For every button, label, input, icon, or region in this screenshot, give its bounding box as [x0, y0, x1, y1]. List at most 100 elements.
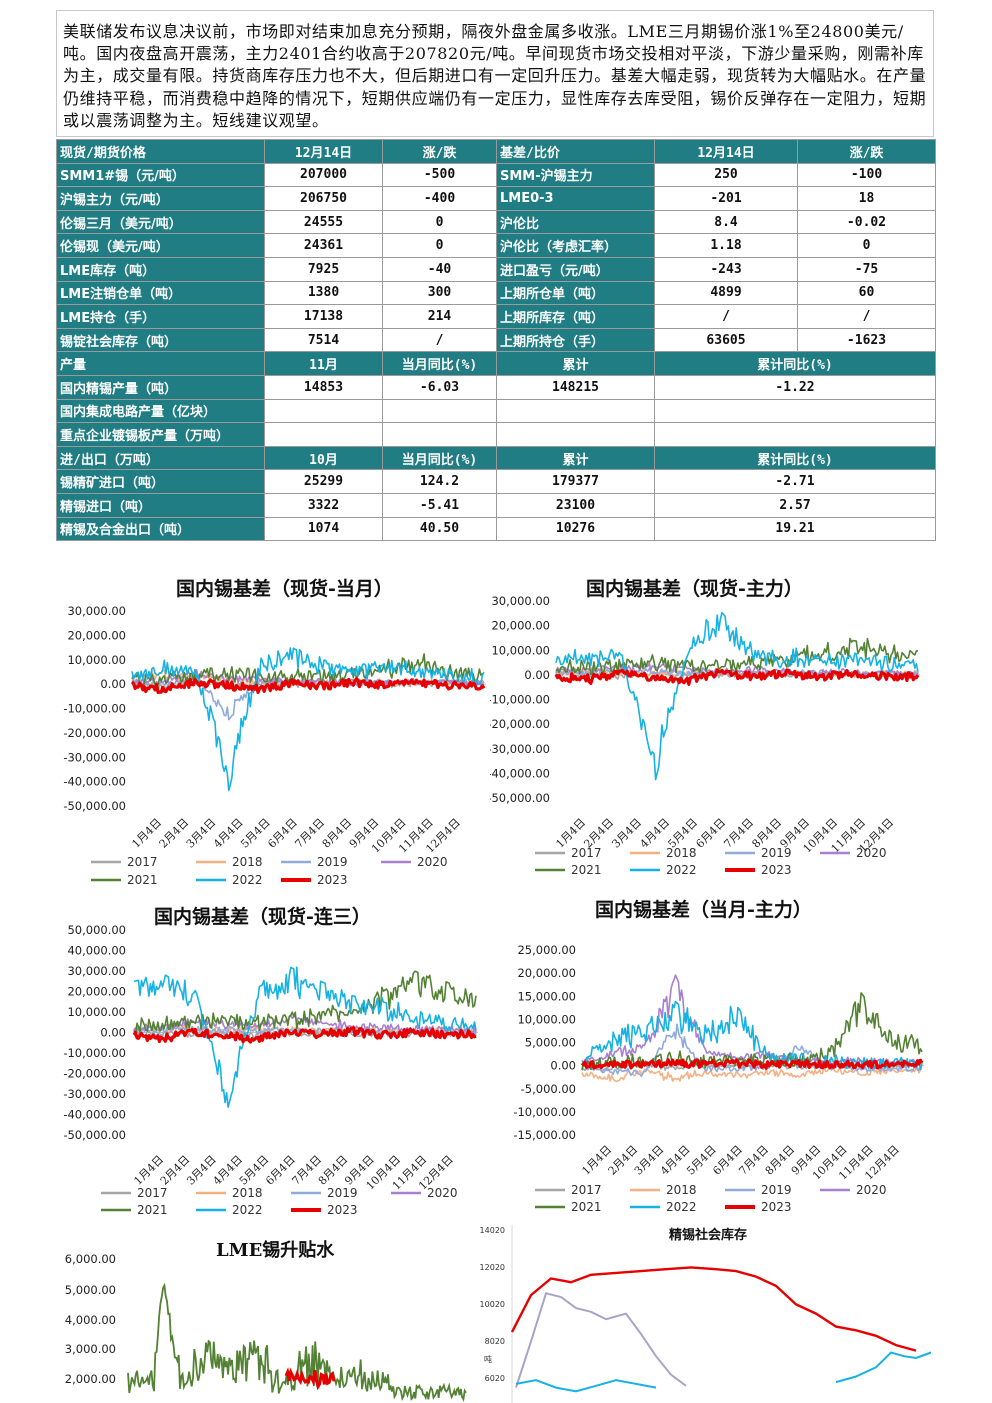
y-tick-label: -50,000.00	[63, 799, 126, 813]
chart-title: LME锡升贴水	[216, 1239, 335, 1261]
legend-label: 2017	[571, 1183, 602, 1197]
y-tick-label: 20,000.00	[517, 966, 576, 980]
chart-title: 国内锡基差（当月-主力）	[595, 898, 812, 921]
x-tick-label: 3月4日	[609, 816, 644, 851]
market-summary: 美联储发布议息决议前，市场即对结束加息充分预期，隔夜外盘金属多收涨。LME三月期…	[56, 10, 934, 137]
legend-label: 2023	[761, 1200, 792, 1214]
legend-label: 2020	[856, 846, 887, 860]
y-tick-label: 0.00	[524, 668, 550, 682]
legend-label: 2018	[232, 855, 263, 869]
table-cell: -5.41	[382, 492, 497, 518]
table-cell: 25299	[264, 469, 383, 494]
series-line-2022	[131, 647, 485, 792]
table-cell: -75	[797, 256, 936, 282]
table-cell: LME库存（吨）	[56, 256, 265, 282]
y-tick-label: 8020	[485, 1337, 505, 1346]
table-header-cell: 当月同比(%)	[382, 445, 497, 471]
series-line-cyan-right	[835, 1351, 932, 1384]
y-tick-label: -5,000.00	[521, 1082, 576, 1096]
table-header-cell: 12月14日	[264, 139, 383, 164]
x-tick-label: 6月4日	[693, 816, 728, 851]
table-cell: 300	[382, 280, 497, 306]
y-tick-label: -10,000.00	[490, 693, 550, 707]
table-cell	[382, 398, 497, 424]
x-tick-label: 4月4日	[211, 816, 246, 851]
table-cell: 214	[382, 304, 497, 329]
table-cell: 14853	[264, 374, 383, 400]
table-cell: -40	[382, 256, 497, 282]
series-line-2021	[555, 637, 918, 676]
table-cell: 0	[382, 233, 497, 258]
legend-label: 2017	[137, 1186, 168, 1200]
table-header-cell: 涨/跌	[382, 139, 497, 164]
table-cell: SMM-沪锡主力	[496, 162, 655, 188]
table-row: LME库存（吨） 7925 -40 进口盈亏（元/吨） -243 -75	[56, 256, 936, 282]
table-row: 精锡及合金出口（吨） 1074 40.50 10276 19.21	[56, 516, 936, 542]
x-tick-label: 7月4日	[721, 816, 756, 851]
chart-lme-premium-svg: LME锡升贴水 6,000.00 5,000.00 4,000.00 3,000.00 2…	[65, 1239, 467, 1403]
y-tick-label: 20,000.00	[67, 985, 126, 999]
y-tick-label: -20,000.00	[63, 726, 126, 740]
table-header-cell: 产量	[56, 351, 265, 376]
series-line-2021	[133, 970, 477, 1035]
table-row: 沪锡主力（元/吨） 206750 -400 LME0-3 -201 18	[56, 186, 936, 211]
table-header-row: 现货/期货价格 12月14日 涨/跌 基差/比价 12月14日 涨/跌	[56, 139, 936, 164]
y-tick-label: 14020	[480, 1226, 505, 1235]
series-line-2023	[510, 1266, 917, 1352]
table-cell: -6.03	[382, 374, 497, 400]
table-cell: 23100	[496, 492, 655, 518]
table-row: 锡锭社会库存（吨） 7514/上期所持仓（手） 63605 -1623	[56, 327, 936, 353]
table-cell: 63605	[654, 327, 798, 353]
table-cell: -400	[382, 186, 497, 211]
table-cell: 40.50	[382, 516, 497, 542]
table-cell: 0	[797, 233, 936, 258]
legend-label: 2021	[137, 1203, 168, 1217]
table-cell	[496, 398, 655, 424]
table-cell: 148215	[496, 374, 655, 400]
series-line-2021	[581, 992, 923, 1071]
table-row: LME注销仓单（吨） 1380 300 上期所仓单（吨） 4899 60	[56, 280, 936, 306]
table-cell: /	[382, 327, 497, 353]
table-cell: 伦锡现（美元/吨）	[56, 233, 265, 258]
x-tick-label: 7月4日	[292, 816, 327, 851]
y-tick-label: 6,000.00	[65, 1252, 116, 1266]
y-tick-label: 5,000.00	[525, 1036, 576, 1050]
table-header-cell: 涨/跌	[797, 139, 936, 164]
y-tick-label: -30,000.00	[63, 1087, 126, 1101]
table-cell: -201	[654, 186, 798, 211]
table-cell: 1.18	[654, 233, 798, 258]
table-cell: LME持仓（手）	[56, 304, 265, 329]
table-row: 伦锡现（美元/吨） 24361 0 沪伦比（考虑汇率） 1.18 0	[56, 233, 936, 258]
table-cell: 250	[654, 162, 798, 188]
legend-label: 2018	[666, 846, 697, 860]
table-cell: -243	[654, 256, 798, 282]
legend-label: 2020	[427, 1186, 458, 1200]
series-line-2018	[581, 1065, 923, 1083]
table-cell: 精锡及合金出口（吨）	[56, 516, 265, 542]
table-cell: 0	[382, 209, 497, 235]
legend-label: 2022	[232, 1203, 263, 1217]
table-cell: 124.2	[382, 469, 497, 494]
y-tick-label: -40,000.00	[63, 775, 126, 789]
x-tick-label: 6月4日	[265, 816, 300, 851]
series-line-2022	[555, 611, 919, 781]
chart-lme-premium: LME锡升贴水 6,000.00 5,000.00 4,000.00 3,000.00 2…	[56, 1228, 476, 1403]
series-line-2023	[554, 668, 920, 687]
chart-basis-spot-current-svg: 国内锡基差（现货-当月） 30,000.00 20,000.00 10,000.00 0…	[63, 577, 486, 887]
y-tick-label: 10,000.00	[67, 653, 126, 667]
table-cell: 24555	[264, 209, 383, 235]
chart-basis-current-main: 国内锡基差（当月-主力） 25,000.00 20,000.00 15,000.00 1…	[490, 895, 936, 1225]
table-cell: 60	[797, 280, 936, 306]
y-tick-label: -40,000.00	[63, 1108, 126, 1122]
legend-label: 2018	[666, 1183, 697, 1197]
x-tick-label: 1月4日	[129, 816, 164, 851]
y-tick-label: -30,000.00	[63, 750, 126, 764]
table-cell: 上期所仓单（吨）	[496, 280, 655, 306]
y-axis-label: 吨	[484, 1354, 492, 1364]
series-line-2023	[284, 1366, 336, 1391]
y-tick-label: -20,000.00	[490, 717, 550, 731]
table-cell: 沪伦比	[496, 209, 655, 235]
y-tick-label: 30,000.00	[491, 594, 550, 608]
table-cell: 24361	[264, 233, 383, 258]
